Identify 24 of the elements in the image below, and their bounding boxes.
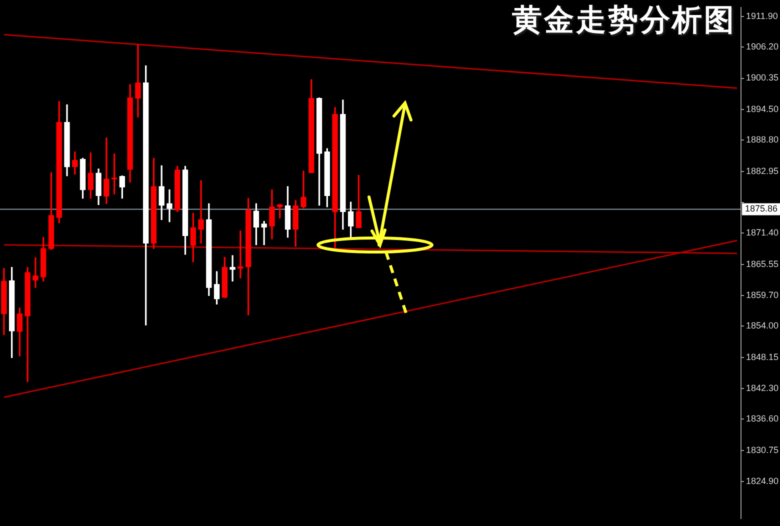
candlestick — [166, 189, 172, 222]
candlestick — [238, 230, 244, 278]
y-tick-label: 1882.95 — [746, 166, 779, 176]
candlestick — [135, 44, 141, 118]
candlestick — [32, 257, 38, 288]
chart-title: 黄金走势分析图 — [512, 3, 736, 39]
candlestick — [198, 180, 204, 244]
y-tick-label: 1854.00 — [746, 320, 779, 331]
y-tick-label: 1894.50 — [746, 104, 779, 114]
y-tick-label: 1906.20 — [746, 41, 779, 52]
y-tick-label: 1888.80 — [746, 134, 779, 144]
y-tick-label: 1830.75 — [746, 444, 779, 455]
candlestick — [300, 170, 306, 208]
y-tick-label: 1824.90 — [746, 476, 779, 486]
y-tick-label: 1848.15 — [746, 352, 779, 362]
y-tick-label: 1836.60 — [746, 414, 779, 424]
y-tick-label: 1900.35 — [746, 72, 779, 83]
y-tick-label: 1859.70 — [746, 290, 779, 300]
candlestick — [230, 255, 236, 282]
y-tick-label: 1842.30 — [746, 383, 779, 394]
y-tick-label: 1871.40 — [746, 228, 779, 238]
y-tick-label: 1911.90 — [746, 10, 778, 21]
y-tick-label: 1865.55 — [746, 258, 779, 269]
ref-line-label: 1875.86 — [745, 204, 778, 214]
